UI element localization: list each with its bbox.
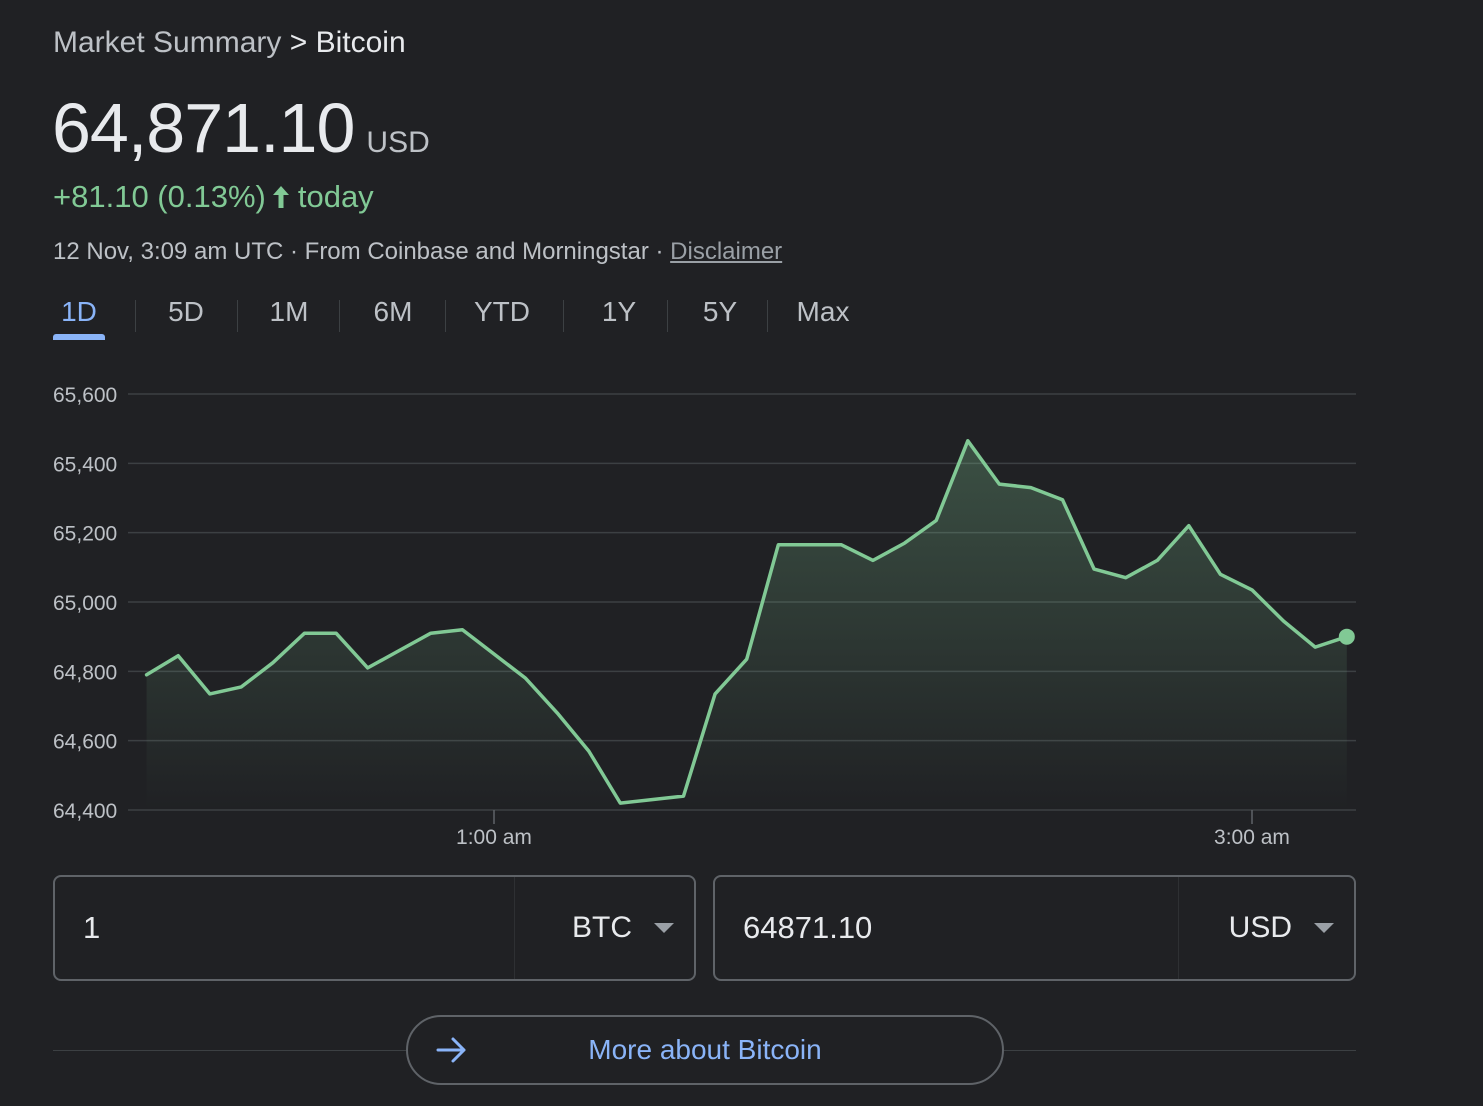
tab-1y[interactable]: 1Y bbox=[593, 288, 645, 340]
from-amount-input[interactable]: 1 bbox=[83, 910, 101, 945]
price-chart-svg: 65,600 65,400 65,200 65,000 64,800 64,600 64,4… bbox=[53, 384, 1356, 849]
current-price-point bbox=[1338, 628, 1355, 645]
more-about-bitcoin-button[interactable]: More about Bitcoin bbox=[406, 1015, 1004, 1085]
tab-divider bbox=[667, 300, 668, 332]
tab-label: 6M bbox=[373, 296, 413, 327]
tab-max[interactable]: Max bbox=[789, 288, 857, 340]
from-unit-select[interactable]: BTC bbox=[514, 877, 694, 979]
x-tick-label: 3:00 am bbox=[1214, 826, 1290, 849]
active-tab-indicator bbox=[53, 334, 105, 340]
quote-meta: 12 Nov, 3:09 am UTC · From Coinbase and … bbox=[53, 236, 782, 268]
to-unit-select[interactable]: USD bbox=[1178, 877, 1354, 979]
x-tick-label: 1:00 am bbox=[456, 826, 532, 849]
tab-label: Max bbox=[796, 296, 850, 327]
to-unit-label: USD bbox=[1228, 911, 1292, 944]
tab-1m[interactable]: 1M bbox=[259, 288, 319, 340]
disclaimer-link[interactable]: Disclaimer bbox=[670, 238, 783, 265]
change-period: today bbox=[297, 179, 374, 214]
tab-divider bbox=[135, 300, 136, 332]
more-button-label: More about Bitcoin bbox=[588, 1034, 822, 1065]
breadcrumb-market-summary-link[interactable]: Market Summary bbox=[53, 26, 282, 59]
price-change: +81.10 (0.13%) today bbox=[53, 177, 374, 217]
change-amount: +81.10 (0.13%) bbox=[53, 179, 266, 214]
tab-divider bbox=[237, 300, 238, 332]
breadcrumb-current: Bitcoin bbox=[315, 26, 406, 59]
y-tick-label: 65,400 bbox=[53, 453, 117, 476]
tab-divider bbox=[563, 300, 564, 332]
from-currency-box: 1 BTC bbox=[53, 875, 696, 981]
to-amount-input[interactable]: 64871.10 bbox=[743, 910, 873, 945]
from-unit-label: BTC bbox=[572, 911, 632, 944]
arrow-right-icon bbox=[436, 1037, 466, 1063]
dropdown-arrow-icon bbox=[1314, 923, 1334, 933]
price-area-fill bbox=[146, 440, 1347, 810]
quote-timestamp: 12 Nov, 3:09 am UTC bbox=[53, 238, 284, 265]
y-tick-label: 65,000 bbox=[53, 592, 117, 615]
tab-5y[interactable]: 5Y bbox=[691, 288, 749, 340]
dropdown-arrow-icon bbox=[654, 923, 674, 933]
to-currency-box: 64871.10 USD bbox=[713, 875, 1356, 981]
tab-6m[interactable]: 6M bbox=[361, 288, 425, 340]
breadcrumb-separator: > bbox=[289, 26, 308, 59]
tab-label: 1D bbox=[61, 296, 97, 327]
tab-label: 1M bbox=[269, 296, 309, 327]
tab-ytd[interactable]: YTD bbox=[467, 288, 537, 340]
y-tick-label: 65,200 bbox=[53, 523, 117, 546]
time-range-tabs: 1D 5D 1M 6M YTD 1Y 5Y Max bbox=[53, 288, 873, 344]
y-tick-label: 64,800 bbox=[53, 661, 117, 684]
arrow-up-icon bbox=[272, 186, 289, 208]
tab-1d[interactable]: 1D bbox=[53, 288, 105, 340]
price-row: 64,871.10 USD bbox=[52, 88, 430, 168]
price-chart: 65,600 65,400 65,200 65,000 64,800 64,600 64,4… bbox=[0, 370, 1483, 860]
price-value: 64,871.10 bbox=[52, 89, 355, 167]
price-currency: USD bbox=[366, 126, 430, 159]
tab-label: 5D bbox=[168, 296, 204, 327]
tab-divider bbox=[339, 300, 340, 332]
tab-5d[interactable]: 5D bbox=[157, 288, 215, 340]
y-tick-label: 65,600 bbox=[53, 384, 117, 407]
meta-separator: · bbox=[289, 238, 298, 265]
tab-divider bbox=[767, 300, 768, 332]
tab-label: 1Y bbox=[601, 296, 637, 327]
y-tick-label: 64,600 bbox=[53, 731, 117, 754]
y-tick-label: 64,400 bbox=[53, 800, 117, 823]
price-line bbox=[144, 439, 1349, 805]
tab-label: YTD bbox=[474, 296, 530, 327]
quote-source: From Coinbase and Morningstar bbox=[304, 238, 649, 265]
meta-separator: · bbox=[655, 238, 664, 265]
tab-label: 5Y bbox=[702, 296, 738, 327]
tab-divider bbox=[445, 300, 446, 332]
breadcrumb: Market Summary > Bitcoin bbox=[53, 24, 406, 62]
